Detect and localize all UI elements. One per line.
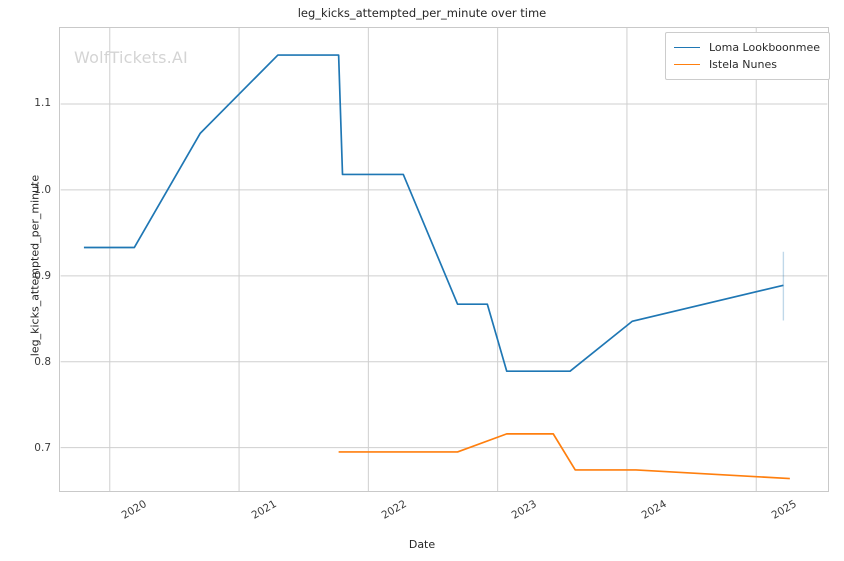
legend-item[interactable]: Istela Nunes [673, 56, 820, 73]
chart-title: leg_kicks_attempted_per_minute over time [297, 6, 547, 20]
x-axis-tick-label: 2024 [639, 498, 669, 522]
x-axis-tick-labels: 2020 2021 2022 2023 2024 2025 [0, 498, 844, 538]
y-axis-tick-label: 0.7 [34, 442, 51, 455]
plot-area: WolfTickets.AI [59, 27, 829, 492]
x-axis-tick-label: 2021 [249, 498, 279, 522]
x-axis-tick-label: 2020 [119, 498, 150, 522]
data-series-layer [83, 54, 790, 480]
y-axis-tick-label: 1.0 [34, 183, 51, 196]
legend-color-swatch [673, 64, 700, 65]
series-line [83, 54, 784, 373]
legend-item-label: Istela Nunes [708, 58, 777, 71]
series-line [338, 433, 790, 480]
x-axis-tick-label: 2023 [509, 498, 539, 522]
watermark-text: WolfTickets.AI [74, 48, 188, 67]
x-axis-tick-label: 2025 [769, 498, 799, 522]
x-axis-tick-label: 2022 [379, 498, 409, 522]
x-axis-label: Date [408, 538, 436, 551]
legend-item[interactable]: Loma Lookboonmee [673, 39, 820, 56]
y-axis-tick-label: 0.8 [34, 356, 51, 369]
y-axis-label: leg_kicks_attempted_per_minute [28, 174, 42, 357]
y-axis-tick-label: 0.9 [34, 269, 51, 282]
y-axis-tick-labels: 0.7 0.8 0.9 1.0 1.1 [0, 27, 51, 492]
grid-lines [60, 28, 828, 491]
y-axis-tick-label: 1.1 [34, 97, 51, 110]
watermark-layer: WolfTickets.AI [60, 28, 828, 491]
legend-color-swatch [673, 47, 700, 48]
legend-item-label: Loma Lookboonmee [708, 41, 820, 54]
legend[interactable]: Loma Lookboonmee Istela Nunes [664, 32, 830, 80]
